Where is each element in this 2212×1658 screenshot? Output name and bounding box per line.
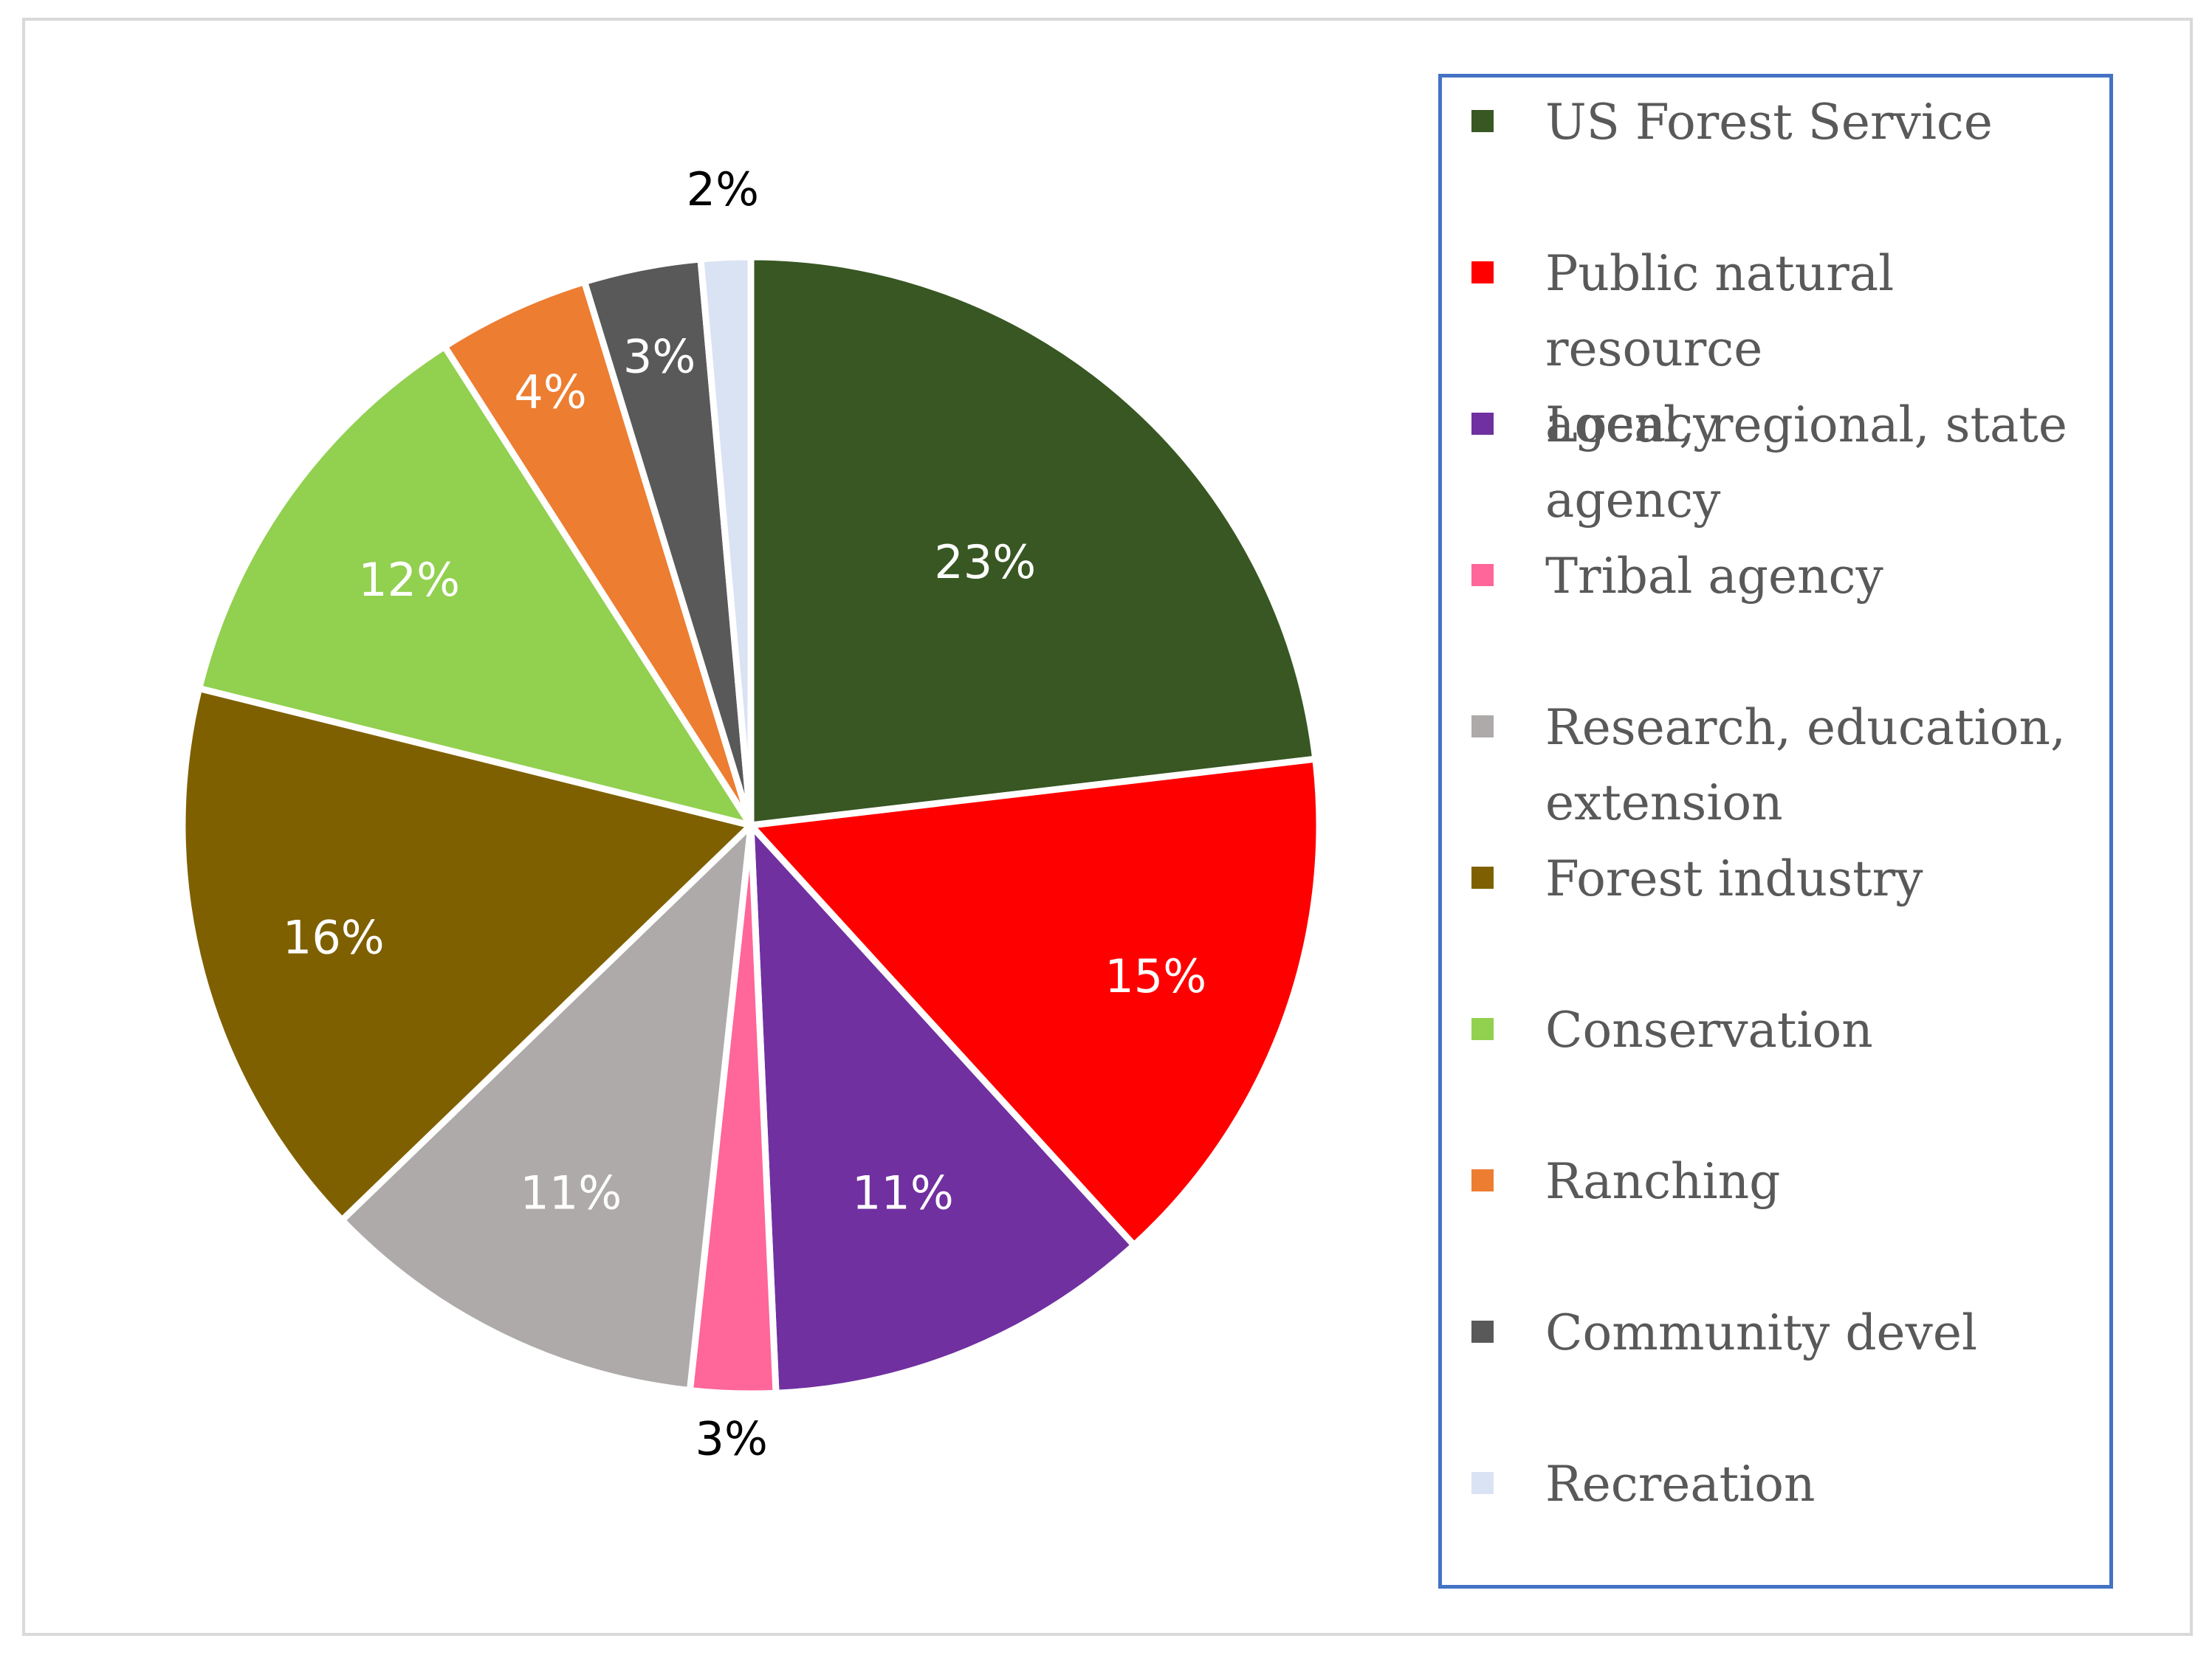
pie-slices	[179, 253, 1323, 1397]
data-label-7: 12%	[358, 553, 460, 607]
legend-label-line: Local, regional, state	[1545, 396, 2067, 453]
pie-slice-recreation	[697, 253, 755, 829]
legend-label-line: Community devel	[1545, 1304, 1978, 1361]
legend-label-line: extension	[1545, 774, 1783, 831]
legend-label-line: Conservation	[1545, 1002, 1873, 1059]
legend-swatch	[1471, 564, 1494, 586]
legend-label-line: agency	[1545, 396, 1721, 453]
data-label-3: 11%	[852, 1166, 954, 1220]
legend-label-line: agency	[1545, 472, 1721, 529]
legend-label: Community devel	[1545, 1296, 2106, 1371]
pie-slice-forest-industry	[179, 684, 755, 1224]
legend-label: Recreation	[1545, 1447, 2106, 1522]
legend-label-line: Ranching	[1545, 1153, 1781, 1210]
pie-slice-public-natural-resource-agency	[747, 755, 1323, 1249]
legend-label: Forest industry	[1545, 842, 2106, 917]
data-label-9: 3%	[623, 330, 695, 384]
legend-label-line: Research, education,	[1545, 699, 2066, 756]
legend-swatch	[1471, 261, 1494, 283]
legend-label-line: Tribal agency	[1545, 548, 1883, 605]
legend-swatch	[1471, 110, 1494, 132]
legend-swatch	[1471, 1169, 1494, 1191]
legend-swatch	[1471, 1472, 1494, 1494]
legend-label: Conservation	[1545, 993, 2106, 1068]
data-label-6: 16%	[283, 910, 385, 964]
pie-slice-us-forest-service	[747, 253, 1319, 829]
legend-label-line: US Forest Service	[1545, 94, 1993, 151]
legend-label: US Forest Service	[1545, 85, 2106, 160]
legend-label: Research, education, extension	[1545, 690, 2106, 841]
pie-slice-research-education-extension	[338, 822, 755, 1394]
legend-label-line: Forest industry	[1545, 850, 1923, 907]
data-label-10: 2%	[687, 162, 759, 216]
pie-slice-conservation	[196, 343, 755, 829]
legend-label-line: Public natural resource	[1545, 245, 1895, 377]
legend-label: Tribal agency	[1545, 539, 2106, 614]
legend-swatch	[1471, 715, 1494, 737]
pie-labels: 23% 15% 11% 3% 11% 16% 12% 4% 3% 2%	[283, 162, 1206, 1466]
pie-slice-local-regional-state-agency	[747, 822, 1138, 1397]
legend-label-line: Recreation	[1545, 1456, 1816, 1513]
legend-label: Public natural resource agency	[1545, 236, 2106, 462]
data-label-1: 23%	[934, 535, 1036, 589]
legend-swatch	[1471, 867, 1494, 889]
legend: US Forest Service Public natural resource…	[1438, 74, 2113, 1589]
data-label-5: 11%	[520, 1166, 622, 1220]
data-label-2: 15%	[1105, 949, 1206, 1003]
legend-swatch	[1471, 1321, 1494, 1343]
legend-label: Local, regional, state agency	[1545, 388, 2106, 538]
legend-label: Ranching	[1545, 1144, 2106, 1220]
pie-slice-ranching	[441, 278, 755, 829]
data-label-8: 4%	[514, 365, 586, 419]
legend-swatch	[1471, 413, 1494, 435]
legend-swatch	[1471, 1018, 1494, 1040]
data-label-4: 3%	[695, 1412, 768, 1466]
